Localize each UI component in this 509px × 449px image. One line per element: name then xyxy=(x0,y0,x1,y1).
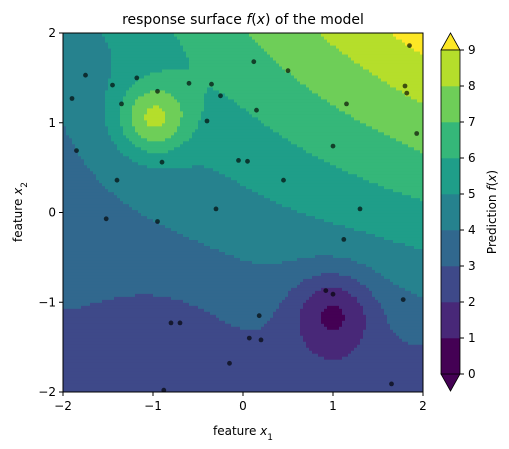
y-tick-label: 1 xyxy=(48,116,56,130)
plot-area xyxy=(63,33,423,392)
x-axis: −2 −1 0 1 2 xyxy=(54,392,427,413)
y-tick-label: −1 xyxy=(38,295,56,309)
colorbar-tick-label: 2 xyxy=(468,295,476,309)
scatter-points xyxy=(69,43,420,392)
scatter-point xyxy=(209,81,214,87)
y-axis: −2 −1 0 1 2 xyxy=(38,26,63,399)
scatter-point xyxy=(218,93,223,99)
scatter-point xyxy=(161,387,167,392)
x-tick-label: −2 xyxy=(54,399,72,413)
colorbar-band xyxy=(441,338,460,375)
colorbar-tick-label: 9 xyxy=(468,43,476,57)
scatter-point xyxy=(204,118,210,124)
x-tick-label: 2 xyxy=(419,399,427,413)
scatter-point xyxy=(74,148,79,154)
scatter-point xyxy=(281,177,286,183)
scatter-point xyxy=(400,297,406,302)
colorbar-band xyxy=(441,302,460,339)
scatter-point xyxy=(245,158,250,164)
scatter-point xyxy=(285,68,291,74)
colorbar-tick-label: 0 xyxy=(468,367,476,381)
colorbar-band xyxy=(441,266,460,303)
scatter-point xyxy=(110,82,115,88)
scatter-point xyxy=(344,101,349,107)
colorbar-tick-label: 6 xyxy=(468,151,476,165)
scatter-point xyxy=(227,360,232,366)
colorbar-tick-label: 8 xyxy=(468,79,476,93)
scatter-point xyxy=(69,96,75,101)
scatter-point xyxy=(256,313,262,319)
scatter-point xyxy=(389,381,394,387)
x-axis-label: feature x1 xyxy=(213,424,273,443)
scatter-point xyxy=(330,143,336,149)
colorbar-extend-max xyxy=(440,32,461,51)
scatter-point xyxy=(414,131,420,136)
scatter-point xyxy=(341,237,347,242)
y-tick-label: 0 xyxy=(48,206,56,220)
scatter-point xyxy=(254,107,259,113)
scatter-point xyxy=(357,206,363,212)
colorbar-tick-label: 7 xyxy=(468,115,476,129)
scatter-point xyxy=(177,320,183,326)
colorbar-band xyxy=(441,230,460,267)
scatter-point xyxy=(236,158,241,163)
scatter-point xyxy=(155,88,160,94)
scatter-point xyxy=(323,288,329,293)
colorbar-tick-label: 4 xyxy=(468,223,476,237)
scatter-point xyxy=(186,80,192,86)
scatter-point xyxy=(213,206,219,212)
colorbar: 0 1 2 3 4 5 6 7 8 9 xyxy=(440,32,476,392)
scatter-point xyxy=(155,219,160,224)
y-tick-label: −2 xyxy=(38,385,56,399)
scatter-point xyxy=(258,337,264,343)
scatter-point xyxy=(246,335,252,341)
y-axis-label: feature x2 xyxy=(11,182,30,242)
y-tick-label: 2 xyxy=(48,26,56,40)
scatter-point xyxy=(114,177,120,183)
colorbar-band xyxy=(441,86,460,123)
colorbar-tick-label: 5 xyxy=(468,187,476,201)
scatter-point xyxy=(83,72,88,78)
scatter-point xyxy=(402,83,408,89)
colorbar-tick-label: 1 xyxy=(468,331,476,345)
scatter-point xyxy=(407,43,412,48)
scatter-point xyxy=(404,90,410,96)
x-tick-label: −1 xyxy=(144,399,162,413)
colorbar-band xyxy=(441,50,460,87)
x-tick-label: 1 xyxy=(329,399,337,413)
colorbar-tick-label: 3 xyxy=(468,259,476,273)
colorbar-band xyxy=(441,158,460,195)
chart-title: response surface f(x) of the model xyxy=(122,12,364,28)
scatter-point xyxy=(168,320,174,326)
colorbar-band xyxy=(441,194,460,231)
scatter-point xyxy=(103,216,109,222)
colorbar-band xyxy=(441,122,460,159)
scatter-point xyxy=(251,59,257,65)
scatter-point xyxy=(159,159,165,165)
scatter-point xyxy=(134,75,140,81)
colorbar-extend-min xyxy=(440,373,461,392)
scatter-point xyxy=(330,291,336,297)
x-tick-label: 0 xyxy=(239,399,247,413)
colorbar-label: Prediction f(x) xyxy=(485,170,499,254)
scatter-point xyxy=(119,101,124,107)
